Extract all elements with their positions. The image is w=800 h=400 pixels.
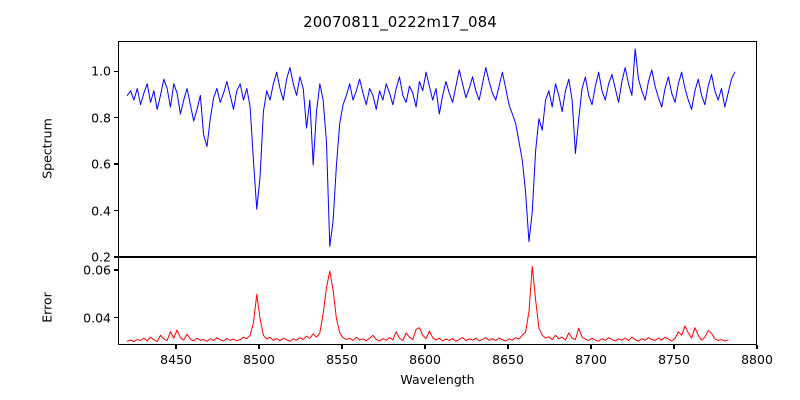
spectrum-y-tick-label: 0.8 (91, 110, 111, 126)
wavelength-tick-mark (507, 345, 509, 349)
spectrum-axis-label: Spectrum (39, 118, 55, 179)
figure-title: 20070811_0222m17_084 (303, 13, 497, 31)
error-plot-area (118, 257, 757, 345)
wavelength-tick-label: 8650 (492, 352, 524, 367)
wavelength-tick-mark (590, 345, 592, 349)
wavelength-tick-label: 8550 (326, 352, 358, 367)
wavelength-tick-label: 8700 (575, 352, 607, 367)
spectrum-y-tick-mark (114, 116, 118, 119)
spectrum-y-tick-label: 0.2 (91, 249, 111, 265)
spectrum-y-tick-mark (114, 256, 118, 258)
wavelength-tick-mark (341, 345, 343, 349)
wavelength-tick-mark (756, 345, 758, 349)
spectrum-plot-area (118, 41, 757, 257)
spectrum-y-tick-label: 0.6 (91, 156, 111, 172)
error-y-tick-label: 0.04 (83, 310, 111, 326)
wavelength-tick-mark (424, 345, 426, 349)
wavelength-axis-label: Wavelength (400, 372, 475, 387)
wavelength-tick-mark (258, 345, 260, 349)
spectrum-y-tick-mark (114, 209, 118, 212)
error-line-series (126, 265, 729, 343)
wavelength-tick-label: 8450 (160, 352, 192, 367)
wavelength-tick-mark (673, 345, 675, 349)
error-axis-label: Error (39, 292, 55, 323)
error-y-tick-mark (114, 269, 118, 271)
error-y-tick-mark (114, 316, 118, 319)
wavelength-tick-label: 8600 (409, 352, 441, 367)
spectrum-line-series (126, 48, 736, 247)
wavelength-tick-label: 8750 (658, 352, 690, 367)
spectrum-y-tick-mark (114, 70, 118, 72)
spectrum-y-tick-label: 1.0 (91, 63, 111, 79)
wavelength-tick-label: 8800 (741, 352, 773, 367)
wavelength-tick-label: 8500 (243, 352, 275, 367)
error-y-tick-label: 0.06 (83, 262, 111, 278)
spectrum-y-tick-label: 0.4 (91, 203, 111, 219)
spectrum-y-tick-mark (114, 163, 118, 165)
wavelength-tick-mark (175, 345, 177, 349)
